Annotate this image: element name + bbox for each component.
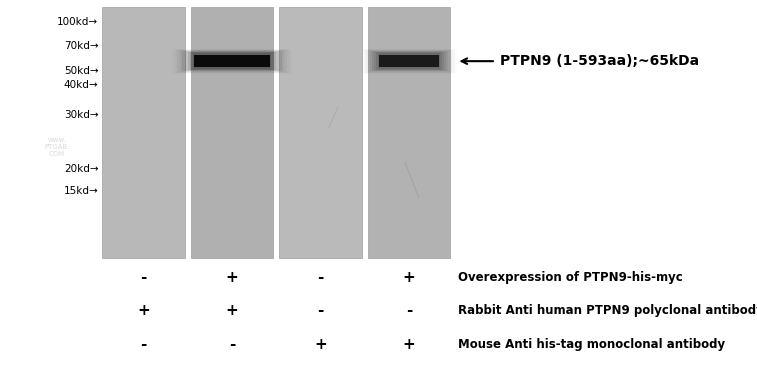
Bar — [177, 50, 287, 72]
Text: -: - — [406, 304, 413, 318]
Bar — [188, 52, 276, 70]
Bar — [102, 7, 185, 258]
Bar — [175, 49, 289, 73]
Text: 15kd→: 15kd→ — [64, 186, 98, 196]
Text: PTPN9 (1-593aa);~65kDa: PTPN9 (1-593aa);~65kDa — [500, 54, 699, 68]
Bar — [170, 48, 294, 74]
Bar — [191, 7, 273, 258]
Text: -: - — [317, 270, 324, 285]
Bar — [379, 55, 439, 67]
Text: Mouse Anti his-tag monoclonal antibody: Mouse Anti his-tag monoclonal antibody — [458, 337, 725, 351]
Text: 30kd→: 30kd→ — [64, 110, 98, 120]
Text: +: + — [226, 270, 238, 285]
Bar — [376, 53, 442, 70]
Text: +: + — [403, 337, 416, 351]
Bar — [360, 48, 459, 74]
Text: Rabbit Anti human PTPN9 polyclonal antibody: Rabbit Anti human PTPN9 polyclonal antib… — [458, 304, 757, 318]
Bar — [366, 50, 453, 72]
Bar — [368, 7, 450, 258]
Bar — [195, 55, 269, 67]
Text: 40kd→: 40kd→ — [64, 80, 98, 90]
Bar — [364, 49, 454, 73]
Text: -: - — [140, 337, 147, 351]
Bar — [279, 7, 362, 258]
Text: www.
PTGAB.
COM: www. PTGAB. COM — [44, 137, 70, 157]
Text: +: + — [137, 304, 150, 318]
Bar — [368, 50, 450, 72]
Bar — [193, 53, 271, 69]
Text: 50kd→: 50kd→ — [64, 66, 98, 76]
Text: +: + — [226, 304, 238, 318]
Bar — [372, 52, 447, 71]
Bar — [362, 49, 456, 74]
Text: 70kd→: 70kd→ — [64, 41, 98, 51]
Bar — [172, 49, 292, 74]
Bar — [185, 52, 279, 71]
Bar — [370, 51, 448, 71]
Bar — [182, 51, 282, 71]
Bar — [179, 50, 285, 72]
Text: -: - — [140, 270, 147, 285]
Text: +: + — [403, 270, 416, 285]
Text: -: - — [317, 304, 324, 318]
Text: 100kd→: 100kd→ — [58, 17, 98, 27]
Bar — [190, 53, 274, 70]
Bar — [374, 52, 444, 70]
Text: Overexpression of PTPN9-his-myc: Overexpression of PTPN9-his-myc — [458, 271, 683, 284]
Text: +: + — [314, 337, 327, 351]
Text: 20kd→: 20kd→ — [64, 164, 98, 174]
Bar — [378, 53, 440, 69]
Text: -: - — [229, 337, 235, 351]
